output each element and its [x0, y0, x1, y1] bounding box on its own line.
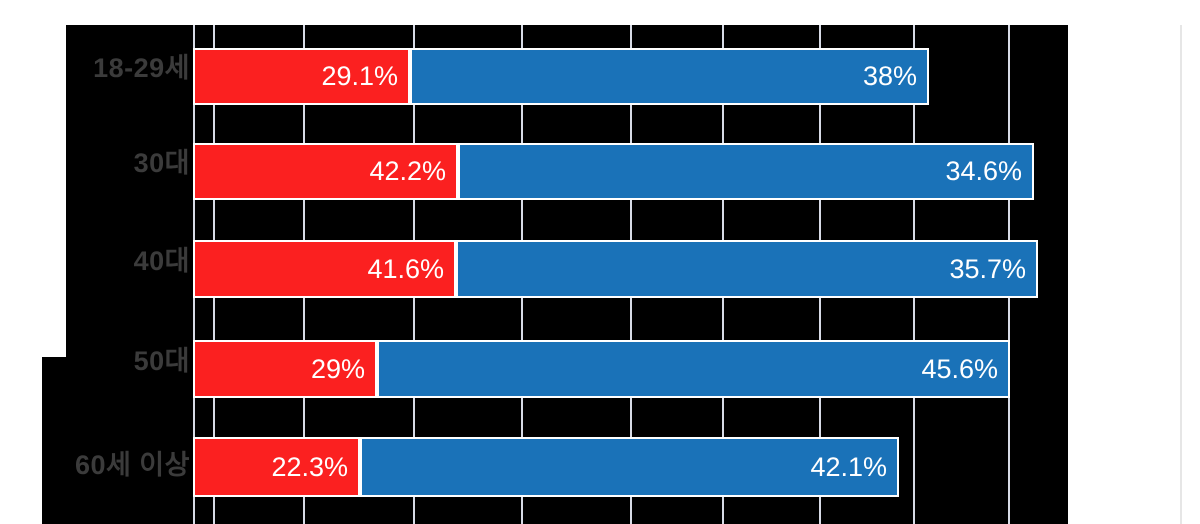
bar-value-label: 29%	[310, 353, 365, 384]
category-axis-background-upper	[66, 25, 194, 357]
bar-segment-series-blue-3[interactable]: 45.6%	[377, 340, 1010, 398]
bar-value-label: 22.3%	[271, 451, 348, 482]
category-label-1: 30대	[133, 148, 190, 178]
bar-value-label: 42.2%	[369, 156, 446, 186]
category-axis-background-lower	[42, 357, 194, 524]
bar-value-label: 38%	[862, 61, 917, 91]
bar-segment-series-red-1[interactable]: 42.2%	[193, 143, 458, 200]
bar-value-label: 45.6%	[921, 353, 998, 384]
bar-segment-series-blue-0[interactable]: 38%	[410, 48, 929, 105]
bar-segment-series-blue-2[interactable]: 35.7%	[456, 240, 1038, 298]
category-label-0: 18-29세	[93, 53, 190, 83]
bar-segment-series-red-3[interactable]: 29%	[193, 340, 377, 398]
category-label-2: 40대	[133, 246, 190, 276]
bar-segment-series-red-0[interactable]: 29.1%	[193, 48, 410, 105]
category-label-3: 50대	[133, 346, 190, 376]
right-boundary-rule	[1180, 25, 1182, 524]
bar-value-label: 41.6%	[367, 253, 444, 284]
bar-segment-series-red-4[interactable]: 22.3%	[193, 437, 360, 497]
bar-value-label: 35.7%	[949, 253, 1026, 284]
bar-value-label: 34.6%	[945, 156, 1022, 186]
category-label-4: 60세 이상	[74, 450, 190, 480]
bar-value-label: 42.1%	[810, 451, 887, 482]
bar-segment-series-red-2[interactable]: 41.6%	[193, 240, 456, 298]
bar-segment-series-blue-4[interactable]: 42.1%	[360, 437, 899, 497]
bar-segment-series-blue-1[interactable]: 34.6%	[458, 143, 1034, 200]
bar-value-label: 29.1%	[321, 61, 398, 91]
